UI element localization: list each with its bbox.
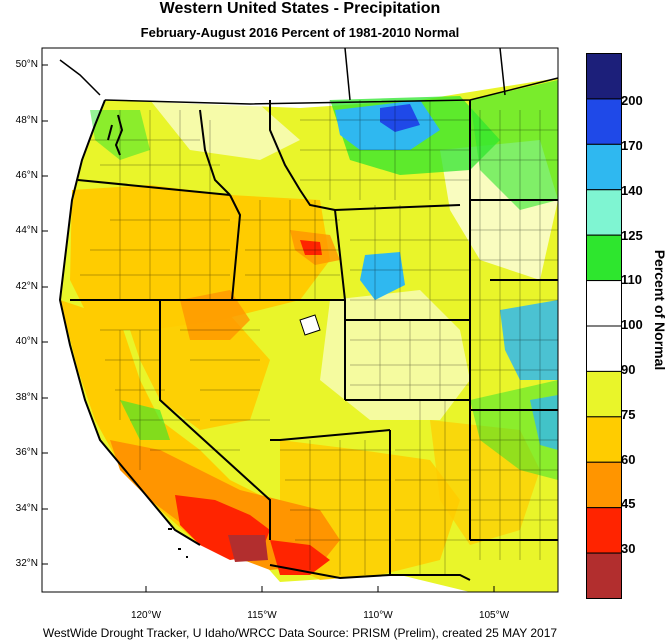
wet-zone-wyoming-blue (360, 252, 405, 300)
colorbar-label-110: 110 (621, 272, 642, 287)
colorbar-box (586, 416, 622, 463)
normal-zone-colorado (320, 290, 470, 420)
wet-zone-kansas-blue (530, 395, 558, 450)
colorbar-label-75: 75 (621, 407, 636, 422)
colorbar-box (586, 143, 622, 191)
colorbar-label-200: 200 (621, 93, 643, 108)
footer-credit: WestWide Drought Tracker, U Idaho/WRCC D… (42, 626, 558, 640)
red-zone-arizona (270, 540, 330, 575)
colorbar-box (586, 234, 622, 282)
colorbar-box (586, 98, 622, 145)
lat-label-36: 36°N (15, 447, 38, 458)
lat-label-50: 50°N (15, 59, 38, 70)
lat-label-42: 42°N (15, 281, 38, 292)
lon-label-120: 120°W (130, 610, 162, 621)
lat-label-46: 46°N (15, 170, 38, 181)
colorbar-label-60: 60 (621, 452, 636, 467)
colorbar-box (586, 53, 622, 100)
latitude-ticks (42, 64, 48, 565)
colorbar-label-170: 170 (621, 138, 643, 153)
map-title: Western United States - Precipitation (159, 0, 441, 17)
county-lines (80, 100, 558, 575)
longitude-ticks (145, 586, 495, 592)
colorbar-title-wrap: Percent of Normal (650, 190, 670, 430)
colorbar-box (586, 461, 622, 509)
great-salt-lake (299, 314, 321, 336)
orange-zone-nevada (180, 290, 250, 340)
colorbar-label-30: 30 (621, 541, 636, 556)
normal-zone-north (150, 100, 300, 160)
colorbar-label-100: 100 (621, 317, 643, 332)
wet-zone-plains-green (470, 80, 558, 210)
colorbar-title: Percent of Normal (652, 249, 668, 371)
lat-label-38: 38°N (15, 392, 38, 403)
lat-label-40: 40°N (15, 336, 38, 347)
lat-label-32: 32°N (15, 558, 38, 569)
channel-islands (168, 528, 188, 558)
lon-label-115: 115°W (247, 610, 277, 621)
colorbar-box (586, 280, 622, 327)
lon-label-105: 105°W (478, 610, 510, 621)
colorbar-box (586, 189, 622, 236)
lat-label-48: 48°N (15, 115, 38, 126)
dry-zone-nevada (130, 315, 270, 430)
colorbar-box (586, 507, 622, 554)
lat-label-44: 44°N (15, 225, 38, 236)
red-zone-ne-oregon (300, 240, 322, 255)
colorbar-box (586, 370, 622, 418)
darkred-zone-socal (228, 535, 268, 562)
colorbar-label-45: 45 (621, 496, 636, 511)
colorbar-label-90: 90 (621, 362, 636, 377)
dry-zone-oregon-idaho (70, 185, 330, 330)
lon-label-110: 110°W (363, 610, 393, 621)
colorbar-box (586, 552, 622, 599)
map-frame (41, 47, 559, 593)
international-borders (59, 47, 559, 105)
map-subtitle: February-August 2016 Percent of 1981-201… (140, 25, 460, 40)
colorbar-label-140: 140 (621, 183, 643, 198)
wet-zone-montana-darkblue (380, 104, 420, 132)
colorbar-label-125: 125 (621, 228, 643, 243)
puget-sound (107, 114, 124, 156)
lat-label-34: 34°N (15, 503, 38, 514)
colorbar (586, 53, 622, 599)
colorbar-box (586, 325, 622, 372)
